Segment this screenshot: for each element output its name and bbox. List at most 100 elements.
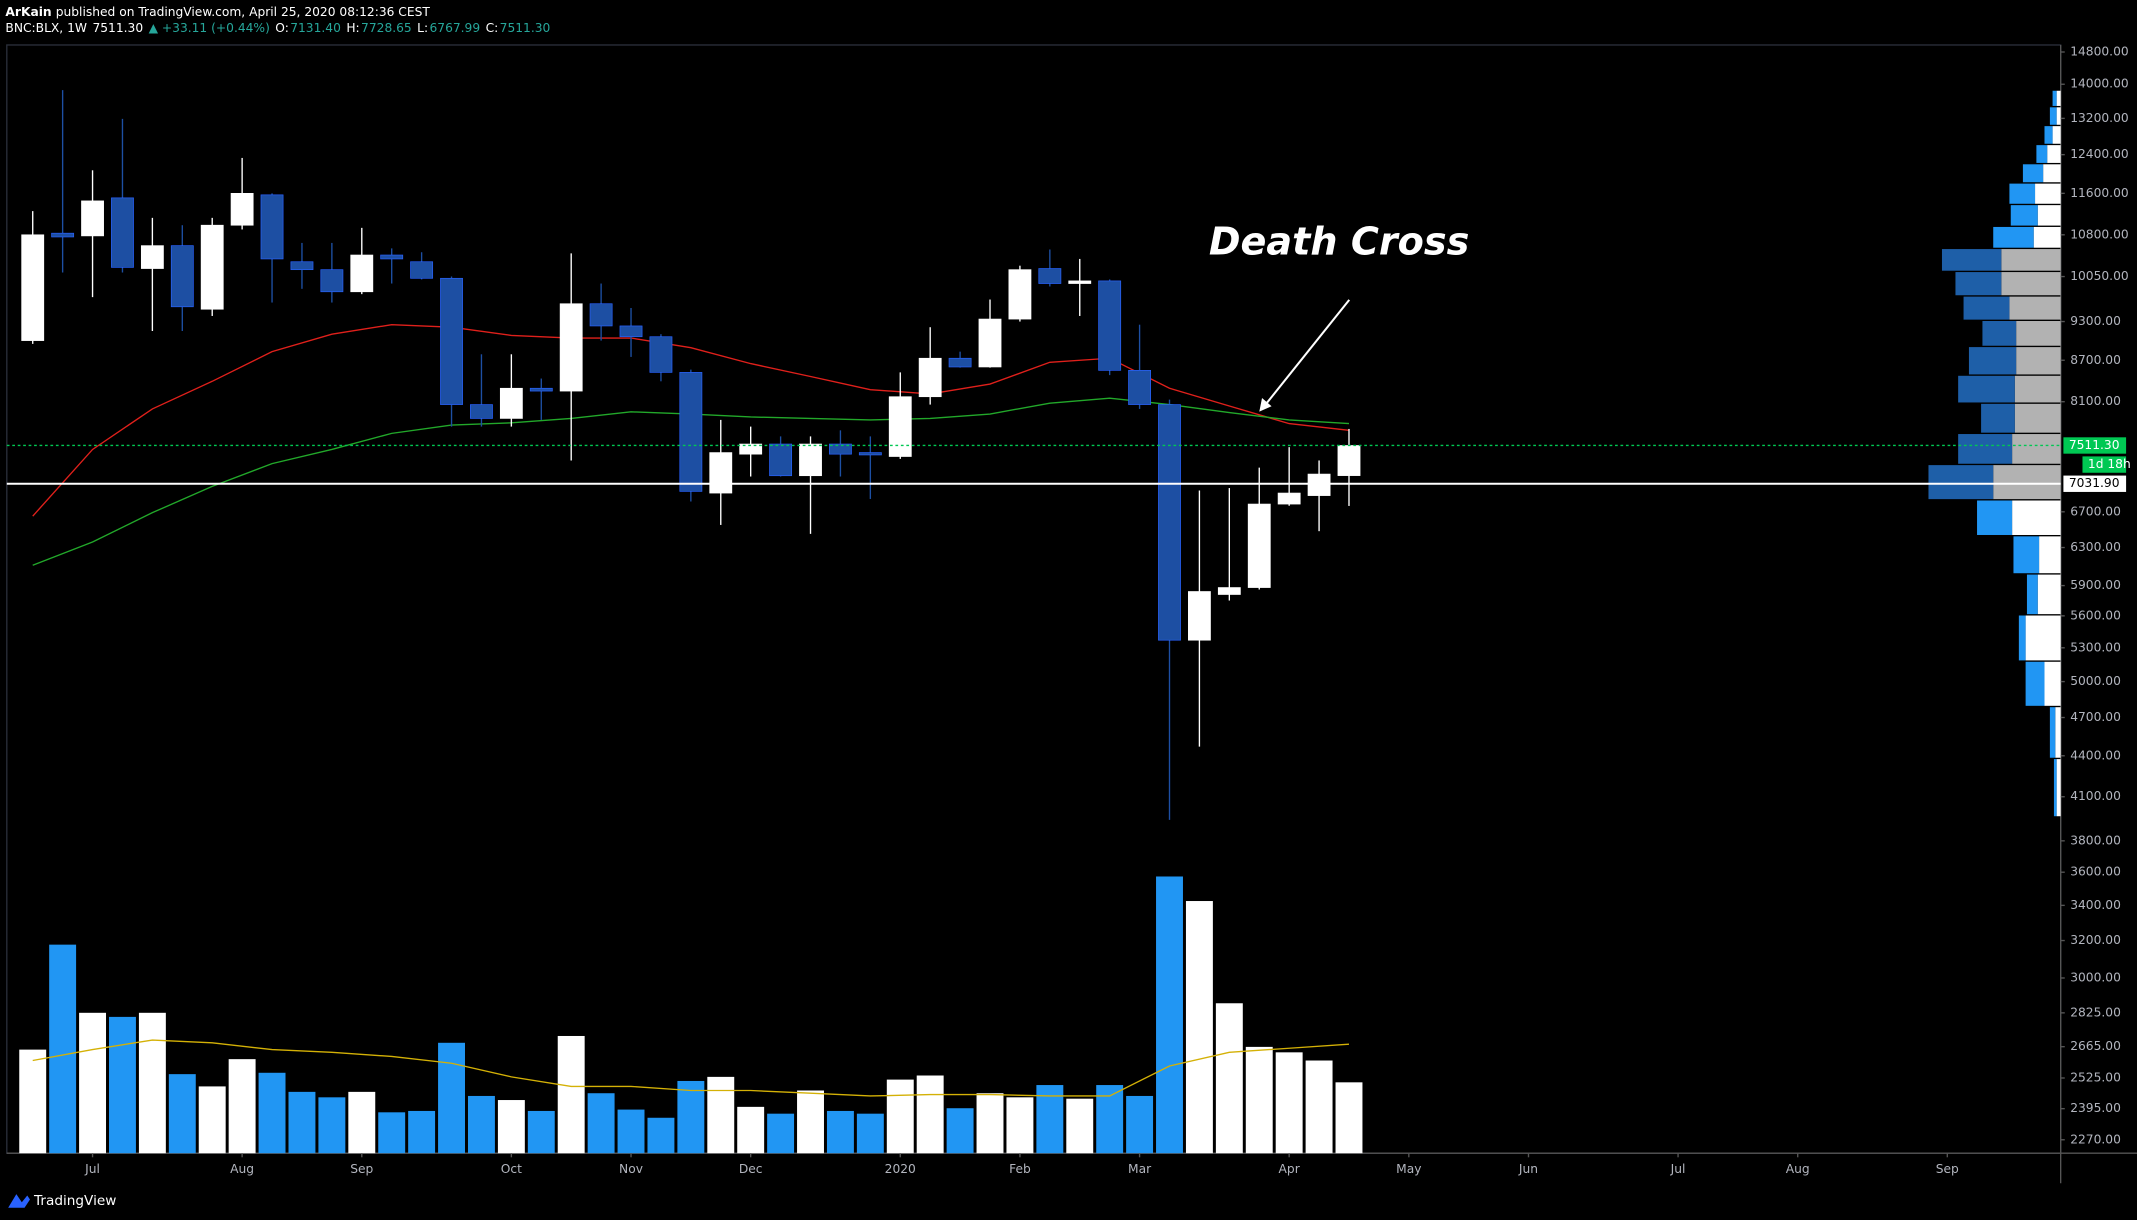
countdown-box	[2082, 456, 2127, 473]
profile-down	[2052, 90, 2057, 106]
legend-item: ▲ +33.11 (+0.44%)	[149, 21, 270, 35]
candle-body	[499, 387, 523, 419]
legend-item: 7728.65	[361, 21, 412, 35]
volume-bar	[1245, 1046, 1273, 1154]
profile-up	[2014, 403, 2061, 433]
y-tick-label: 2665.00	[2070, 1039, 2121, 1053]
candle-body	[140, 245, 164, 269]
volume-bar	[109, 1016, 136, 1154]
candle-body	[1188, 591, 1211, 641]
price-label: 7031.90	[2069, 476, 2120, 490]
volume-bar	[1215, 1003, 1243, 1154]
brand[interactable]: TradingView	[33, 1193, 116, 1209]
volume-bar	[1305, 1060, 1333, 1154]
legend-item: 7131.40	[290, 21, 341, 35]
candle-body	[111, 197, 134, 268]
profile-up	[2056, 107, 2061, 125]
profile-down	[1981, 403, 2015, 433]
profile-up	[2052, 126, 2061, 144]
candle-body	[350, 254, 374, 293]
profile-down	[2053, 759, 2057, 817]
profile-up	[2001, 272, 2061, 296]
y-tick-label: 3800.00	[2070, 833, 2121, 847]
profile-down	[1958, 375, 2015, 403]
price-label-box	[2063, 475, 2127, 492]
profile-down	[2036, 145, 2048, 163]
profile-down	[2049, 107, 2057, 125]
volume-bar	[527, 1110, 555, 1154]
y-tick-label: 6300.00	[2070, 540, 2121, 554]
logo-icon	[8, 1194, 30, 1208]
candle-body	[649, 336, 673, 373]
volume-bar	[198, 1086, 226, 1154]
y-tick-label: 13200.00	[2070, 111, 2128, 125]
profile-up	[2001, 249, 2061, 271]
candle-body	[1008, 269, 1032, 320]
profile-up	[2033, 226, 2061, 248]
y-tick-label: 5300.00	[2070, 640, 2121, 654]
profile-up	[1993, 465, 2061, 500]
y-tick-label: 5000.00	[2070, 674, 2121, 688]
legend-item: 6767.99	[429, 21, 480, 35]
volume-bar	[976, 1093, 1004, 1154]
y-tick-label: 3600.00	[2070, 865, 2121, 879]
y-tick-label: 14000.00	[2070, 77, 2128, 91]
candle-body	[978, 318, 1002, 368]
volume-bar	[886, 1079, 914, 1154]
y-tick-label: 4100.00	[2070, 789, 2121, 803]
candle-body	[888, 396, 912, 457]
x-tick-label: Nov	[619, 1162, 643, 1176]
y-tick-label: 10800.00	[2070, 227, 2128, 241]
candle-body	[918, 357, 942, 398]
volume-bar	[916, 1075, 944, 1154]
x-tick-label: Dec	[739, 1162, 763, 1176]
legend-item: 7511.30	[92, 21, 143, 35]
volume-bar	[1275, 1052, 1303, 1154]
candle-body	[21, 234, 45, 341]
candle-body	[380, 254, 404, 260]
y-tick-label: 2395.00	[2070, 1101, 2121, 1115]
x-tick-label: Sep	[350, 1162, 373, 1176]
candle-body	[1217, 587, 1241, 595]
candle-body	[559, 303, 583, 392]
legend-item: C:	[486, 21, 499, 35]
candle-body	[440, 277, 463, 405]
volume-bar	[49, 944, 77, 1154]
y-tick-label: 6700.00	[2070, 504, 2121, 518]
profile-up	[2016, 320, 2061, 346]
y-tick-label: 2525.00	[2070, 1070, 2121, 1084]
candle-body	[200, 224, 224, 310]
y-tick-label: 3400.00	[2070, 898, 2121, 912]
y-tick-label: 3000.00	[2070, 970, 2121, 984]
profile-down	[2018, 615, 2026, 661]
profile-up	[2039, 536, 2061, 574]
candle-body	[709, 452, 733, 494]
volume-bar	[617, 1109, 645, 1154]
profile-down	[2049, 707, 2056, 758]
volume-bar	[677, 1080, 705, 1154]
legend-item: BNC:BLX, 1W	[5, 21, 87, 35]
profile-up	[2012, 434, 2061, 464]
volume-bar	[946, 1108, 974, 1154]
volume-bar	[79, 1012, 107, 1154]
candle-body	[290, 261, 314, 271]
x-tick-label: 2020	[885, 1162, 916, 1176]
candle-body	[769, 443, 793, 477]
y-tick-label: 8700.00	[2070, 353, 2121, 367]
legend-item: L:	[417, 21, 428, 35]
profile-down	[2010, 205, 2038, 226]
price-label-box	[2063, 437, 2127, 454]
volume-bar	[1156, 876, 1183, 1154]
volume-ma	[32, 1039, 1350, 1097]
volume-bar	[408, 1110, 436, 1154]
profile-down	[1982, 320, 2017, 346]
profile-up	[2012, 500, 2061, 535]
profile-up	[2035, 183, 2061, 204]
profile-up	[2037, 205, 2061, 226]
profile-up	[2056, 90, 2061, 106]
x-tick-label: Aug	[230, 1162, 254, 1176]
profile-up	[2043, 164, 2061, 183]
volume-bar	[587, 1093, 615, 1154]
y-tick-label: 10050.00	[2070, 269, 2128, 283]
